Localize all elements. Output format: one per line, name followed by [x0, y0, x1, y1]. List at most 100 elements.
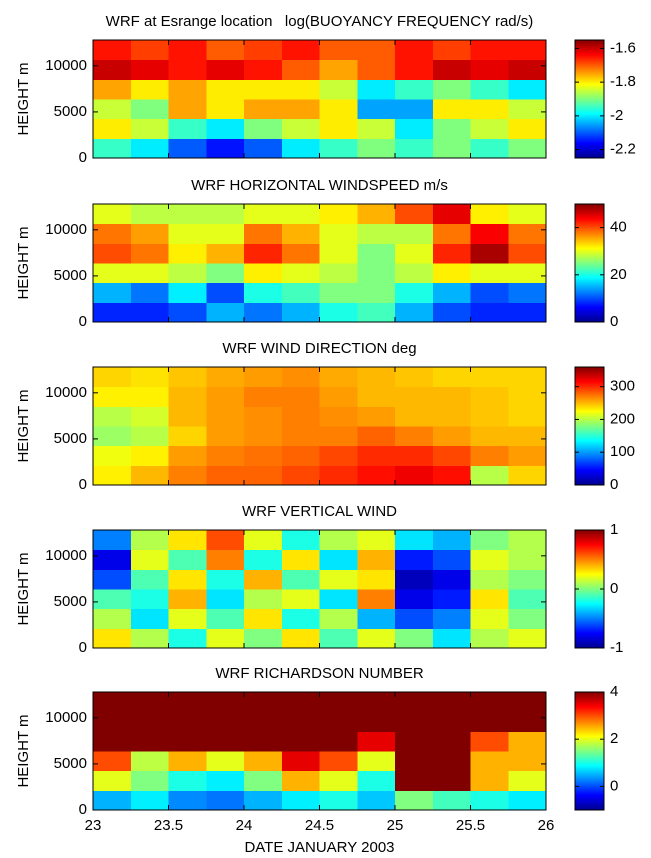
heatmap-cell	[130, 692, 169, 713]
colorbar	[574, 529, 605, 649]
heatmap-cell	[244, 138, 283, 159]
heatmap-cell	[206, 40, 245, 61]
heatmap-cell	[470, 608, 509, 629]
heatmap-cell	[432, 302, 471, 323]
heatmap-cell	[93, 711, 132, 732]
heatmap-cell	[244, 243, 283, 264]
heatmap-cell	[470, 530, 509, 551]
heatmap-cell	[93, 692, 132, 713]
heatmap-cell	[244, 99, 283, 120]
heatmap-cell	[168, 445, 207, 466]
heatmap-cell	[319, 608, 358, 629]
heatmap-cell	[281, 99, 320, 120]
heatmap-cell	[130, 386, 169, 407]
heatmap-cell	[357, 751, 396, 772]
y-tick-label: 5000	[54, 755, 87, 772]
heatmap-cell	[93, 243, 132, 264]
heatmap-cell	[432, 445, 471, 466]
colorbar-tick-label: -2.2	[610, 141, 636, 158]
y-tick-label: 0	[79, 149, 87, 166]
heatmap-cell	[395, 99, 434, 120]
heatmap-cell	[357, 465, 396, 486]
heatmap-cell	[470, 99, 509, 120]
heatmap-cell	[130, 711, 169, 732]
heatmap-cell	[508, 569, 547, 590]
heatmap-cell	[244, 465, 283, 486]
heatmap-cell	[357, 569, 396, 590]
heatmap-cell	[244, 692, 283, 713]
heatmap-cell	[432, 282, 471, 303]
heatmap-cell	[395, 790, 434, 811]
heatmap-cell	[281, 445, 320, 466]
heatmap-cell	[395, 204, 434, 225]
heatmap-cell	[206, 99, 245, 120]
heatmap-cell	[508, 302, 547, 323]
heatmap-cell	[508, 445, 547, 466]
heatmap-cell	[319, 569, 358, 590]
colorbar-tick-label: 100	[610, 443, 635, 460]
heatmap-cell	[244, 204, 283, 225]
heatmap-cell	[130, 263, 169, 284]
heatmap-cell	[319, 367, 358, 388]
heatmap-cell	[206, 549, 245, 570]
heatmap-cell	[357, 530, 396, 551]
heatmap-cell	[395, 223, 434, 244]
heatmap-cell	[244, 426, 283, 447]
heatmap-cell	[206, 263, 245, 284]
heatmap-cell	[432, 770, 471, 791]
heatmap-cell	[93, 138, 132, 159]
heatmap-cell	[130, 608, 169, 629]
heatmap-cell	[206, 386, 245, 407]
heatmap-cell	[281, 465, 320, 486]
heatmap-cell	[168, 406, 207, 427]
x-tick-label: 25	[387, 817, 404, 834]
heatmap-cell	[93, 569, 132, 590]
heatmap-cell	[93, 530, 132, 551]
heatmap-cell	[281, 589, 320, 610]
heatmap-cell	[168, 302, 207, 323]
heatmap-cell	[206, 628, 245, 649]
heatmap-cell	[244, 263, 283, 284]
heatmap-cell	[281, 118, 320, 139]
heatmap-cell	[470, 445, 509, 466]
heatmap-cell	[395, 243, 434, 264]
heatmap-cell	[93, 790, 132, 811]
heatmap-cell	[168, 589, 207, 610]
colorbar-tick-label: 0	[610, 777, 618, 794]
heatmap-cell	[357, 711, 396, 732]
heatmap-cell	[281, 751, 320, 772]
y-tick-label: 10000	[45, 221, 87, 238]
heatmap-cell	[508, 79, 547, 100]
heatmap-cell	[432, 243, 471, 264]
heatmap-cell	[357, 302, 396, 323]
heatmap-cell	[281, 692, 320, 713]
heatmap-cell	[470, 569, 509, 590]
heatmap-cell	[432, 692, 471, 713]
heatmap-cell	[168, 204, 207, 225]
heatmap-cell	[281, 223, 320, 244]
heatmap-cell	[281, 302, 320, 323]
heatmap-cell	[206, 367, 245, 388]
heatmap-cell	[206, 118, 245, 139]
heatmap-cell	[93, 751, 132, 772]
heatmap-cell	[470, 138, 509, 159]
heatmap-cell	[470, 302, 509, 323]
heatmap-cell	[130, 367, 169, 388]
heatmap-cell	[470, 628, 509, 649]
heatmap-cell	[206, 426, 245, 447]
heatmap-cell	[130, 223, 169, 244]
x-tick-label: 26	[538, 817, 555, 834]
heatmap-cell	[244, 530, 283, 551]
colorbar-tick-label: 2	[610, 730, 618, 747]
heatmap-cell	[168, 790, 207, 811]
heatmap-cell	[508, 223, 547, 244]
heatmap-cell	[470, 40, 509, 61]
heatmap-cell	[244, 628, 283, 649]
heatmap-cell	[357, 790, 396, 811]
heatmap-cell	[319, 628, 358, 649]
heatmap-cell	[130, 790, 169, 811]
heatmap-cell	[508, 731, 547, 752]
heatmap-cell	[281, 731, 320, 752]
heatmap-cell	[281, 243, 320, 264]
heatmap-cell	[93, 731, 132, 752]
